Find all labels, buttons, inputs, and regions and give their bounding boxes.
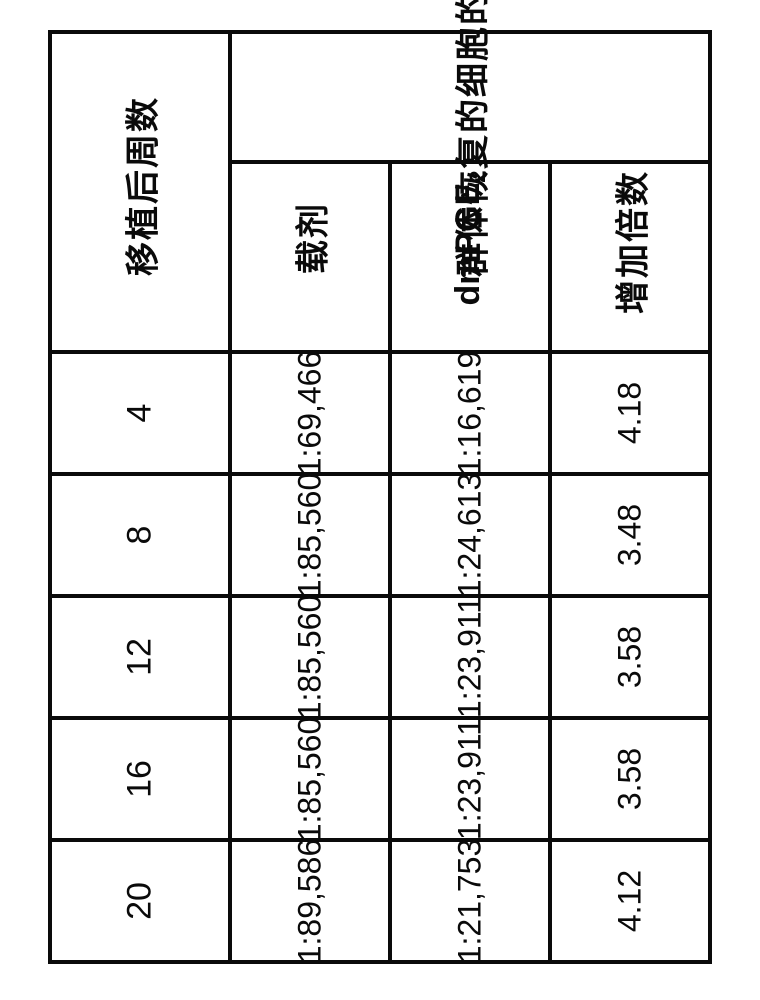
dmpge2-sub: 2 (465, 171, 490, 183)
cell-week: 16 (50, 718, 230, 840)
header-group-cell: 群体恢复的细胞的频率 (230, 32, 710, 162)
header-weeks-label: 移植后周数 (116, 96, 165, 276)
fold-value: 3.58 (612, 748, 649, 810)
subheader-vehicle-cell: 载剂 (230, 162, 390, 352)
table-row: 4 1:69,466 1:16,619 4.18 (50, 352, 710, 474)
fold-value: 4.18 (612, 382, 649, 444)
fold-value: 4.12 (612, 870, 649, 932)
cell-dmpge2: 1:23,911 (390, 596, 550, 718)
table-row: 20 1:89,586 1:21,753 4.12 (50, 840, 710, 962)
cell-week: 4 (50, 352, 230, 474)
dmpge2-prefix: dmPGE (449, 183, 487, 306)
cell-week: 12 (50, 596, 230, 718)
cell-vehicle: 1:85,560 (230, 596, 390, 718)
cell-dmpge2: 1:24,613 (390, 474, 550, 596)
vehicle-value: 1:85,560 (292, 717, 329, 842)
week-value: 16 (121, 760, 160, 798)
vehicle-value: 1:89,586 (292, 839, 329, 964)
vehicle-value: 1:69,466 (292, 351, 329, 476)
cell-vehicle: 1:69,466 (230, 352, 390, 474)
fold-value: 3.48 (612, 504, 649, 566)
data-table: 移植后周数 群体恢复的细胞的频率 载剂 dmPGE2 增加倍数 4 1:69,4… (48, 30, 712, 964)
week-value: 20 (121, 882, 160, 920)
week-value: 4 (121, 404, 160, 423)
dmpge2-value: 1:16,619 (452, 351, 489, 476)
table-row: 12 1:85,560 1:23,911 3.58 (50, 596, 710, 718)
fold-value: 3.58 (612, 626, 649, 688)
table-row: 16 1:85,560 1:23,911 3.58 (50, 718, 710, 840)
cell-week: 20 (50, 840, 230, 962)
cell-vehicle: 1:85,560 (230, 474, 390, 596)
header-weeks-cell: 移植后周数 (50, 32, 230, 352)
dmpge2-value: 1:24,613 (452, 473, 489, 598)
cell-week: 8 (50, 474, 230, 596)
cell-fold: 3.48 (550, 474, 710, 596)
vehicle-value: 1:85,560 (292, 473, 329, 598)
dmpge2-value: 1:21,753 (452, 839, 489, 964)
dmpge2-value: 1:23,911 (452, 596, 489, 718)
vehicle-value: 1:85,560 (292, 595, 329, 720)
cell-fold: 3.58 (550, 718, 710, 840)
cell-dmpge2: 1:23,911 (390, 718, 550, 840)
week-value: 8 (121, 526, 160, 545)
cell-vehicle: 1:85,560 (230, 718, 390, 840)
subheader-dmpge2-cell: dmPGE2 (390, 162, 550, 352)
subheader-dmpge2-label: dmPGE2 (449, 171, 491, 306)
subheader-fold-label: 增加倍数 (606, 170, 655, 314)
dmpge2-value: 1:23,911 (452, 718, 489, 840)
subheader-vehicle-label: 载剂 (286, 202, 335, 274)
cell-dmpge2: 1:21,753 (390, 840, 550, 962)
table-row: 8 1:85,560 1:24,613 3.48 (50, 474, 710, 596)
cell-vehicle: 1:89,586 (230, 840, 390, 962)
subheader-fold-cell: 增加倍数 (550, 162, 710, 352)
cell-fold: 3.58 (550, 596, 710, 718)
cell-fold: 4.18 (550, 352, 710, 474)
cell-dmpge2: 1:16,619 (390, 352, 550, 474)
week-value: 12 (121, 638, 160, 676)
cell-fold: 4.12 (550, 840, 710, 962)
